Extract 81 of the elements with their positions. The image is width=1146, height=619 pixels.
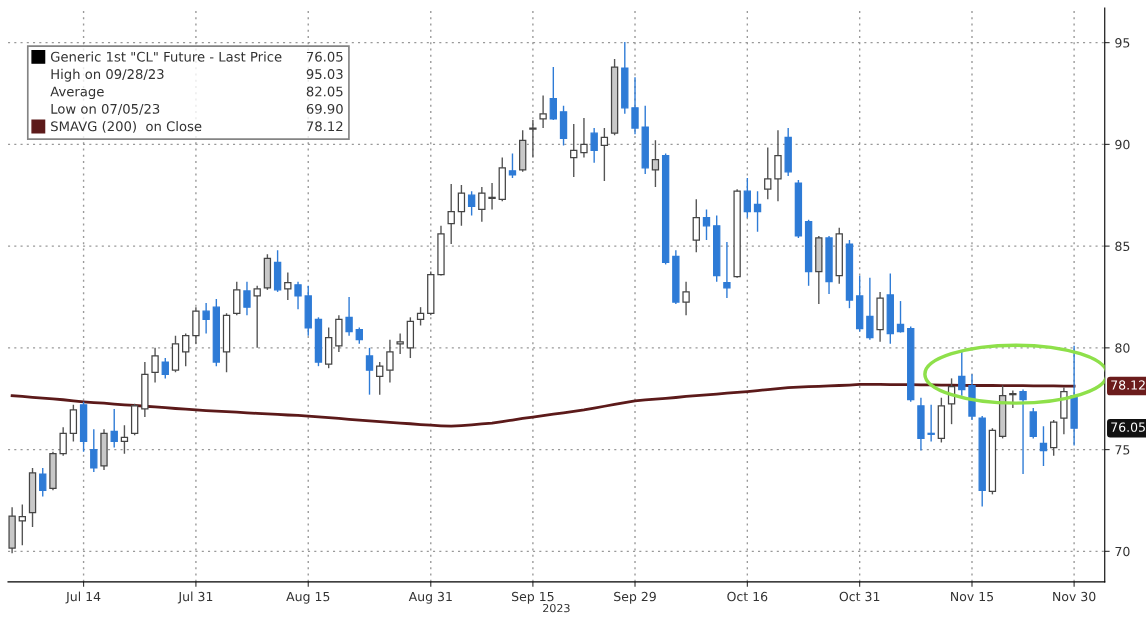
annotation: 69.90 — [306, 103, 343, 114]
y-tick-label: 95 — [1115, 38, 1130, 48]
candlestick — [1019, 388, 1027, 475]
candlestick — [467, 190, 476, 217]
candlestick — [774, 129, 782, 203]
candlestick — [600, 127, 609, 182]
candlestick — [539, 94, 547, 129]
y-tick-label: 70 — [1115, 546, 1130, 557]
candlestick — [508, 152, 517, 179]
candlestick — [958, 351, 966, 397]
candlestick — [90, 428, 98, 473]
candlestick — [764, 146, 772, 201]
annotation: Average — [50, 86, 104, 100]
text: 78.12 — [1111, 380, 1145, 390]
x-tick-label: Nov 15 — [951, 591, 994, 602]
candlestick — [294, 281, 302, 310]
x-tick-label: Sep 15 — [512, 591, 554, 604]
x-tick-label: Aug 31 — [408, 591, 452, 604]
candlestick — [447, 183, 455, 245]
x-tick-label: Nov 30 — [1053, 591, 1096, 602]
candlestick — [580, 117, 588, 159]
x-tick-label: Aug 15 — [286, 591, 330, 604]
candlestick — [18, 503, 27, 546]
candlestick — [488, 182, 496, 211]
candlestick — [182, 332, 190, 367]
y-tick-label: 80 — [1115, 343, 1130, 353]
candlestick — [284, 271, 292, 301]
candlestick — [702, 208, 711, 241]
candlestick — [202, 302, 210, 335]
candlestick — [345, 296, 353, 337]
y-tick-label: 90 — [1115, 139, 1130, 150]
candlestick — [570, 123, 578, 178]
text: Generic 1st "CL" Future - Last Price — [50, 51, 282, 62]
candlestick — [478, 186, 486, 223]
candlestick — [233, 281, 241, 316]
candlestick — [161, 357, 169, 380]
candlestick — [1009, 389, 1017, 409]
candlestick — [631, 76, 639, 135]
candlestick — [651, 139, 660, 188]
annotation: 95.03 — [306, 69, 343, 80]
annotation: 78.12 — [306, 121, 343, 132]
candlestick — [753, 190, 762, 233]
annotation: 82.05 — [306, 86, 343, 97]
x-tick-label: Jul 31 — [177, 591, 213, 604]
x-tick-label: Oct 31 — [839, 591, 880, 602]
candlestick — [59, 426, 67, 457]
candlestick — [39, 467, 47, 498]
y-tick-label: 75 — [1115, 445, 1130, 455]
x-tick-label: Sep 29 — [614, 591, 656, 604]
candlestick — [682, 281, 690, 316]
candlestick — [529, 119, 537, 159]
candlestick — [365, 347, 374, 396]
candlestick — [253, 285, 261, 349]
candlestick — [110, 408, 118, 449]
candlestick — [151, 347, 159, 384]
y-tick-label: 85 — [1115, 241, 1130, 252]
candlestick — [120, 424, 129, 455]
candlestick — [243, 281, 251, 316]
candlestick — [896, 300, 905, 334]
candlestick — [927, 404, 935, 443]
candlestick — [457, 184, 466, 227]
candlestick — [376, 361, 384, 396]
annotation: 76.05 — [306, 51, 343, 62]
candlestick — [866, 276, 874, 341]
annotation: Low on 07/05/23 — [51, 103, 160, 115]
candlestick — [590, 127, 598, 164]
candlestick — [69, 404, 78, 443]
x-tick-label: Jul 14 — [65, 591, 101, 604]
candlestick — [723, 241, 731, 299]
candlestick — [386, 339, 394, 384]
candlestick — [549, 66, 558, 121]
x-tick-label: Oct 16 — [727, 591, 768, 602]
candlestick — [692, 198, 700, 253]
legend-label: SMAVG (200) on Close — [51, 121, 202, 133]
candlestick — [743, 177, 752, 219]
candlestick — [416, 306, 425, 327]
candlestick — [396, 332, 404, 355]
candlestick — [1039, 425, 1048, 467]
text: 76.05 — [1111, 422, 1145, 432]
x-axis-title: 2023 — [543, 603, 570, 613]
annotation: High on 09/28/23 — [51, 68, 164, 82]
